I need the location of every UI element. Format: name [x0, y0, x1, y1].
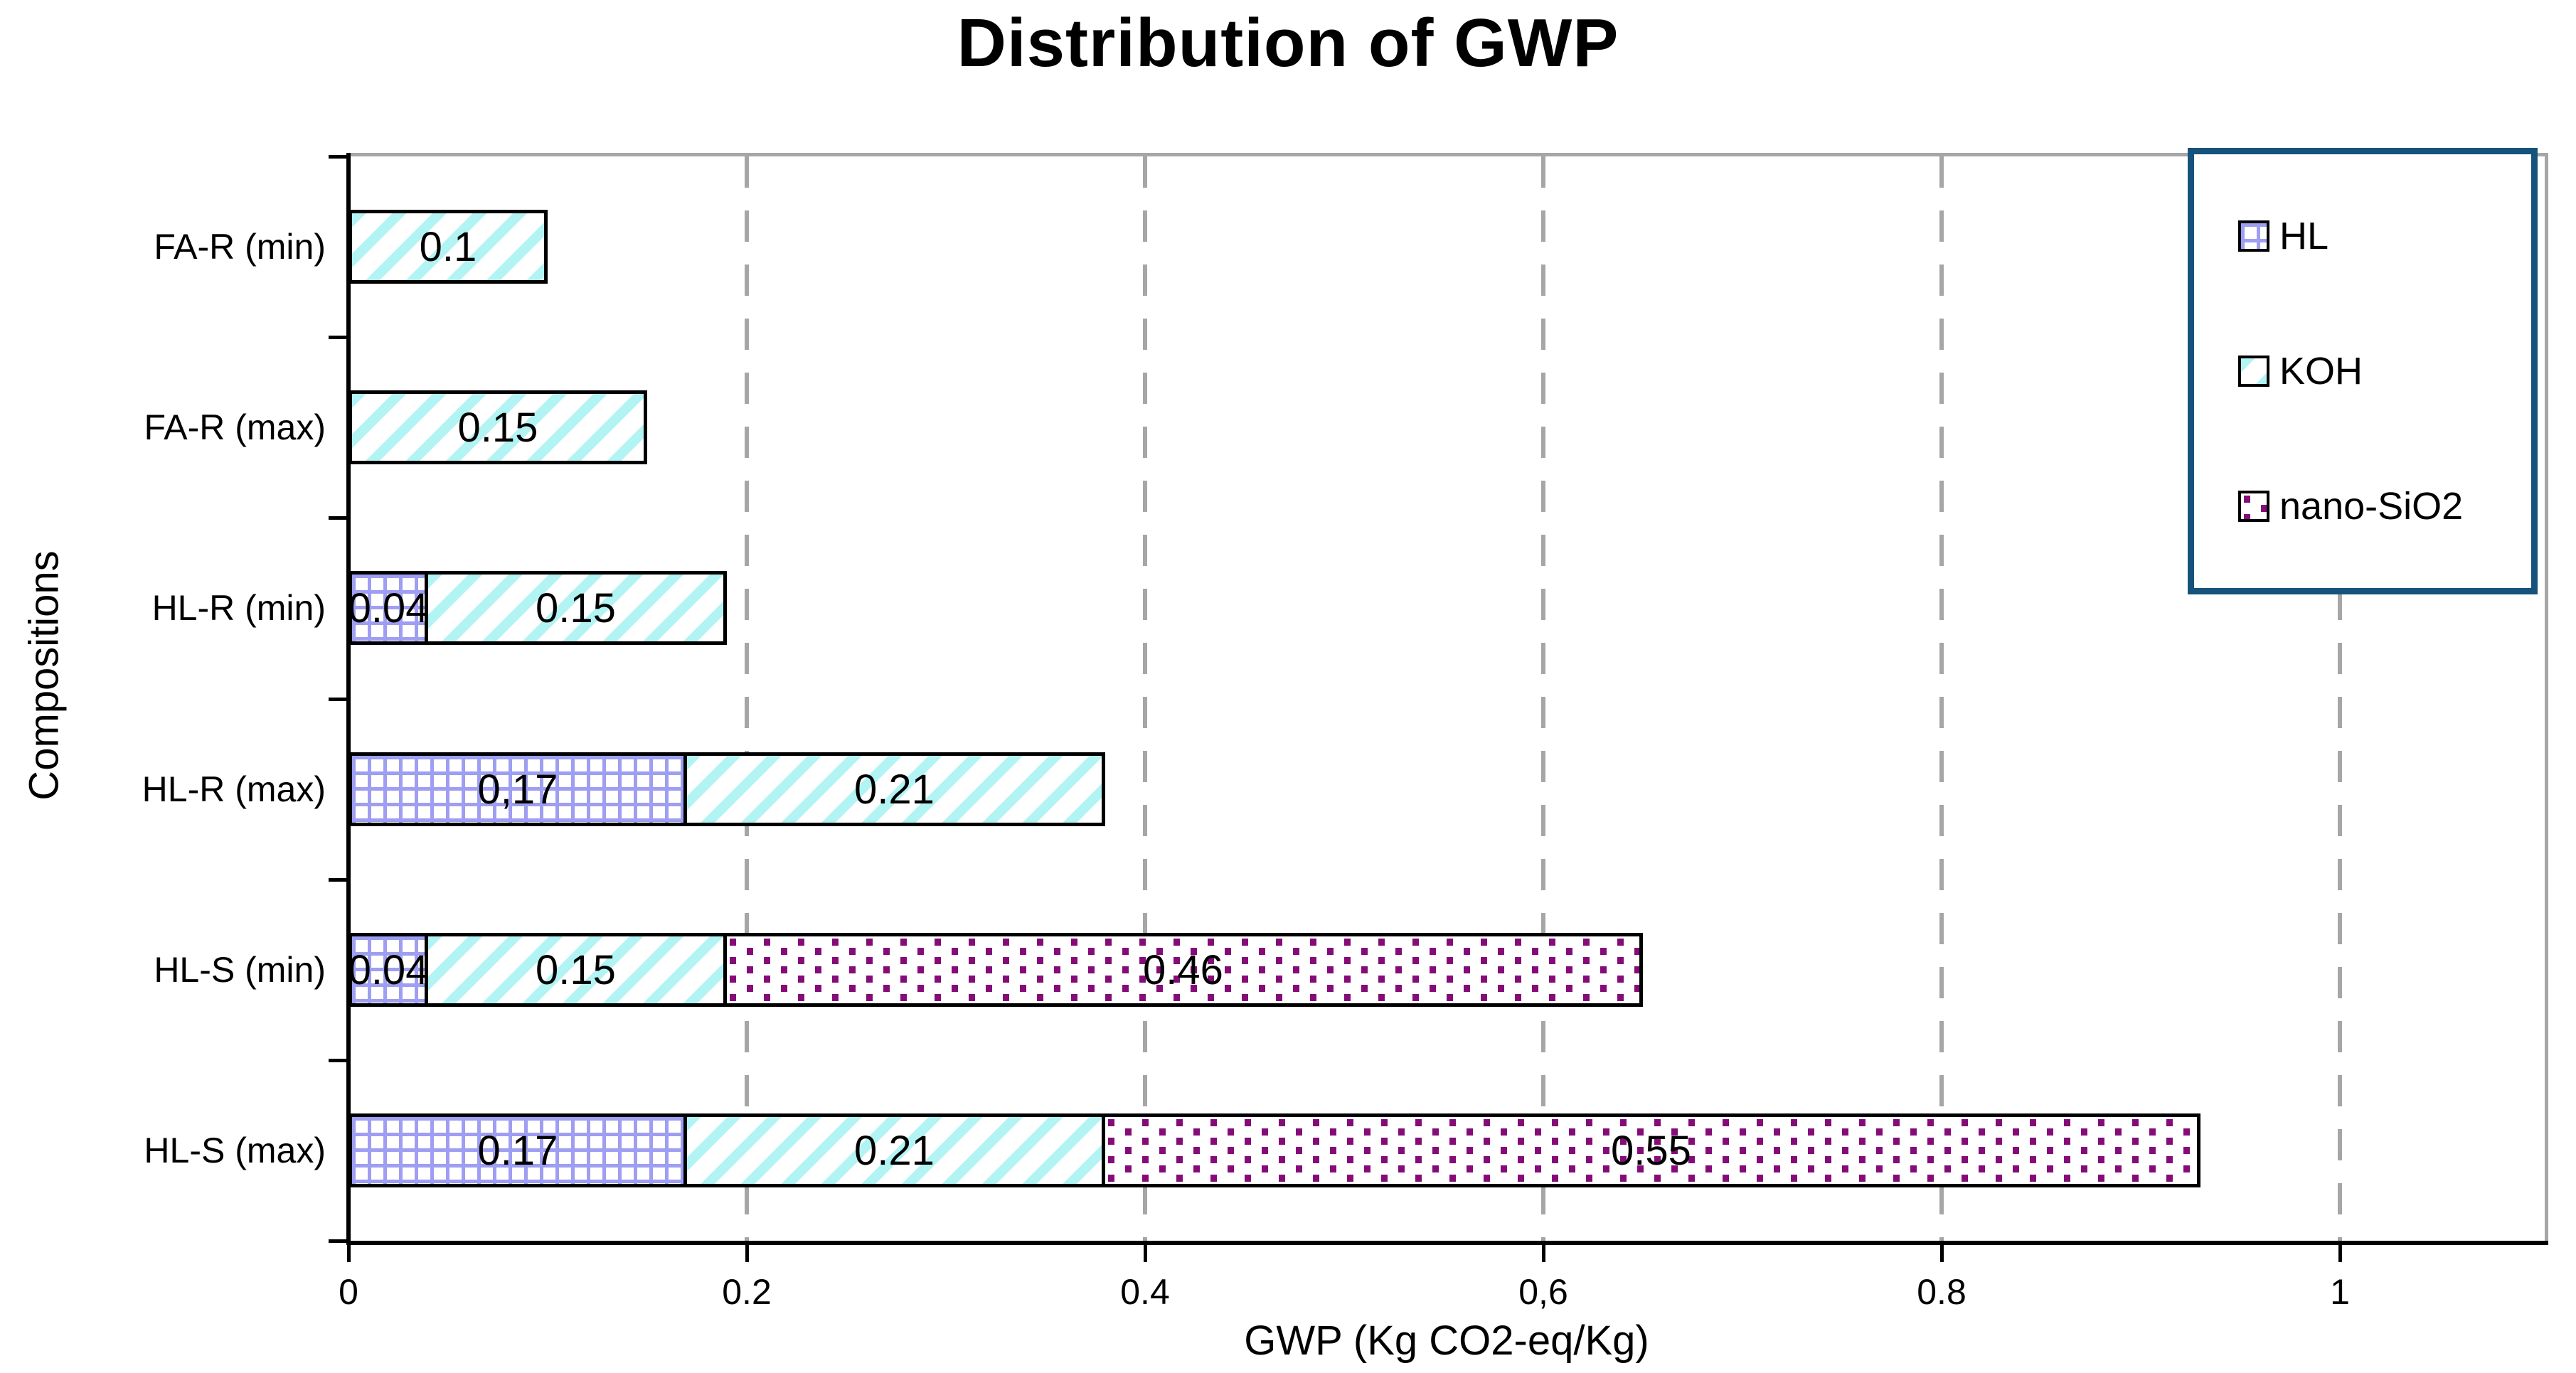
x-axis-tick	[1542, 1241, 1545, 1262]
bar-segment-hl: 0,17	[348, 752, 687, 826]
plot-right-border	[2545, 153, 2548, 1245]
x-axis-tick	[745, 1241, 749, 1262]
bar-row-HL-R (min): 0.04 0.15	[348, 571, 2546, 645]
y-axis-tick	[329, 698, 348, 701]
legend-swatch-hl-grid	[2238, 220, 2269, 252]
category-label-FA-R (min): FA-R (min)	[154, 227, 326, 267]
pat-koh-pattern-fill	[352, 213, 544, 280]
pat-hl-pattern-fill	[352, 756, 683, 823]
bar-row-FA-R (min): 0.1	[348, 210, 2546, 284]
bar-value-label: 0.1	[419, 223, 477, 270]
bar-segment-koh: 0.1	[348, 210, 548, 284]
category-label-HL-S (max): HL-S (max)	[144, 1131, 326, 1170]
bar-segment-hl: 0.04	[348, 571, 428, 645]
bar-value-label: 0,17	[477, 766, 558, 813]
legend-label: nano-SiO2	[2279, 485, 2464, 528]
gridline-0.4	[1143, 156, 1147, 1241]
bar-value-label: 0.21	[854, 766, 935, 813]
category-label-HL-R (min): HL-R (min)	[151, 588, 326, 628]
bar-segment-koh: 0.21	[687, 752, 1105, 826]
category-label-HL-S (min): HL-S (min)	[154, 950, 326, 990]
gridline-0,6	[1541, 156, 1545, 1241]
x-tick-label: 1	[2330, 1272, 2350, 1312]
pat-hl-pattern-fill	[352, 936, 425, 1003]
bar-row-HL-S (min): 0.04 0.15 0.46	[348, 933, 2546, 1007]
bar-value-label: 0.21	[854, 1127, 935, 1174]
bar-value-label: 0.15	[536, 584, 616, 631]
bar-segment-hl: 0.04	[348, 933, 428, 1007]
y-axis-tick	[329, 1239, 348, 1243]
pat-koh-pattern-fill	[687, 756, 1102, 823]
plot-top-border	[348, 153, 2548, 156]
legend-swatch-nano-dots	[2238, 491, 2269, 522]
bar-row-HL-R (max): 0,17 0.21	[348, 752, 2546, 826]
bar-row-FA-R (max): 0.15	[348, 390, 2546, 464]
bar-row-HL-S (max): 0.17 0.21 0.55	[348, 1113, 2546, 1187]
pat-nano-pattern-fill	[727, 936, 1639, 1003]
bar-value-label: 0.15	[536, 946, 616, 993]
legend-item-koh: KOH	[2238, 349, 2531, 393]
x-axis-title: GWP (Kg CO2-eq/Kg)	[1244, 1318, 1649, 1364]
y-axis-line	[346, 153, 351, 1245]
pat-hl-pattern-fill	[2241, 223, 2267, 249]
pat-hl-pattern-fill	[352, 1117, 683, 1184]
pat-nano-pattern-fill	[2241, 493, 2267, 519]
chart-title: Distribution of GWP	[957, 5, 1619, 81]
bar-value-label: 0.04	[348, 584, 429, 631]
y-axis-tick	[329, 878, 348, 882]
x-axis-tick	[2338, 1241, 2342, 1262]
y-axis-tick	[329, 155, 348, 159]
gridline-1	[2338, 156, 2342, 1241]
bar-segment-koh: 0.15	[428, 571, 727, 645]
gridline-0.2	[745, 156, 749, 1241]
legend-label: HL	[2279, 215, 2329, 257]
pat-koh-pattern-fill	[428, 575, 723, 641]
y-axis-tick	[329, 336, 348, 339]
legend-item-hl: HL	[2238, 214, 2531, 258]
legend-swatch-koh-stripes	[2238, 356, 2269, 387]
bar-value-label: 0.15	[457, 404, 538, 451]
legend-label: KOH	[2279, 350, 2363, 392]
pat-koh-pattern-fill	[687, 1117, 1102, 1184]
legend: HL KOH nano-SiO2	[2188, 148, 2538, 594]
bar-segment-koh: 0.15	[348, 390, 647, 464]
x-tick-label: 0	[339, 1272, 358, 1312]
pat-koh-pattern-fill	[2241, 358, 2267, 384]
pat-hl-pattern-fill	[352, 575, 425, 641]
bar-segment-koh: 0.15	[428, 933, 727, 1007]
legend-item-nano-sio2: nano-SiO2	[2238, 484, 2531, 528]
bar-value-label: 0.04	[348, 946, 429, 993]
x-tick-label: 0.8	[1917, 1272, 1966, 1312]
x-tick-label: 0.4	[1120, 1272, 1170, 1312]
x-axis-tick	[1940, 1241, 1944, 1262]
pat-koh-pattern-fill	[352, 394, 644, 461]
x-axis-tick	[347, 1241, 351, 1262]
pat-koh-pattern-fill	[428, 936, 723, 1003]
bar-segment-nano-sio2: 0.55	[1105, 1113, 2200, 1187]
bar-value-label: 0.17	[477, 1127, 558, 1174]
x-axis-tick	[1144, 1241, 1147, 1262]
pat-nano-pattern-fill	[1105, 1117, 2197, 1184]
x-tick-label: 0.2	[722, 1272, 772, 1312]
bar-segment-koh: 0.21	[687, 1113, 1105, 1187]
x-axis-line	[346, 1241, 2548, 1245]
bar-value-label: 0.55	[1611, 1127, 1691, 1174]
category-label-HL-R (max): HL-R (max)	[142, 769, 326, 809]
y-axis-tick	[329, 1059, 348, 1062]
bar-segment-nano-sio2: 0.46	[727, 933, 1643, 1007]
x-tick-label: 0,6	[1518, 1272, 1568, 1312]
bar-value-label: 0.46	[1143, 946, 1223, 993]
y-axis-tick	[329, 516, 348, 520]
bar-segment-hl: 0.17	[348, 1113, 687, 1187]
y-axis-title: Compositions	[21, 550, 68, 801]
category-label-FA-R (max): FA-R (max)	[144, 407, 326, 447]
gridline-0.8	[1939, 156, 1944, 1241]
